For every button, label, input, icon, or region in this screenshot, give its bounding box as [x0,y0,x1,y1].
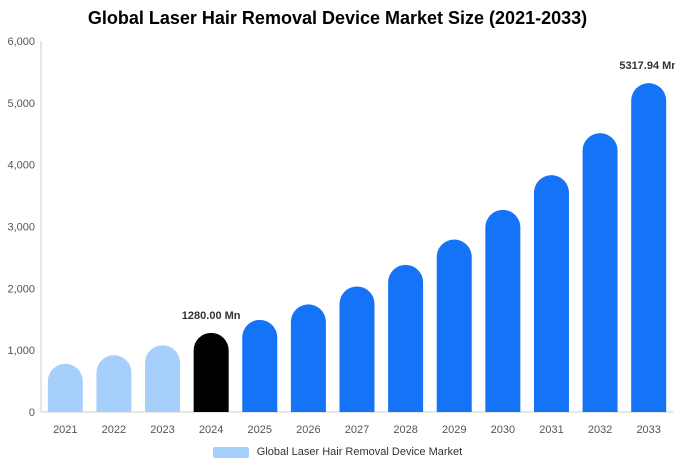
x-tick-label: 2024 [199,424,223,436]
bar-2022 [96,355,132,412]
x-tick-label: 2027 [345,424,369,436]
x-tick-label: 2030 [491,424,515,436]
x-tick-label: 2031 [539,424,563,436]
x-tick-label: 2032 [588,424,612,436]
y-tick-label: 4,000 [7,160,35,172]
y-tick-label: 2,000 [7,283,35,295]
bar-2031 [533,175,569,412]
y-tick-label: 5,000 [7,98,35,110]
bar-2030 [485,209,521,412]
bar-2025 [242,319,278,412]
data-label-2033: 5317.94 Mn [619,60,675,72]
x-tick-label: 2021 [53,424,77,436]
bar-2026 [290,304,326,412]
axes: 0 1,000 2,000 3,000 4,000 5,000 6,000 2021 2022 2… [7,36,673,436]
x-tick-label: 2022 [102,424,126,436]
legend[interactable]: Global Laser Hair Removal Device Market [0,446,675,458]
y-tick-label: 0 [29,407,35,419]
bar-chart: 0 1,000 2,000 3,000 4,000 5,000 6,000 2021 2022 2… [7,36,675,436]
bars [47,83,667,413]
y-tick-label: 1,000 [7,345,35,357]
y-tick-label: 3,000 [7,222,35,234]
bar-2024 [193,332,229,412]
bar-2028 [388,264,424,412]
bar-2027 [339,286,375,412]
bar-2032 [582,133,618,413]
bar-2033 [631,83,667,412]
legend-swatch [212,446,249,458]
labels: 1280.00 Mn 5317.94 Mn [182,60,675,322]
x-tick-label: 2023 [150,424,174,436]
chart-title: Global Laser Hair Removal Device Market … [87,8,588,28]
x-tick-label: 2029 [442,424,466,436]
bar-2021 [47,363,83,412]
legend-label: Global Laser Hair Removal Device Market [256,446,463,458]
x-tick-label: 2028 [393,424,417,436]
data-label-2024: 1280.00 Mn [182,310,241,322]
y-tick-label: 6,000 [7,36,35,48]
bar-2023 [145,345,181,412]
x-tick-label: 2033 [636,424,660,436]
x-tick-label: 2026 [296,424,320,436]
x-tick-label: 2025 [248,424,272,436]
bar-2029 [436,239,472,412]
